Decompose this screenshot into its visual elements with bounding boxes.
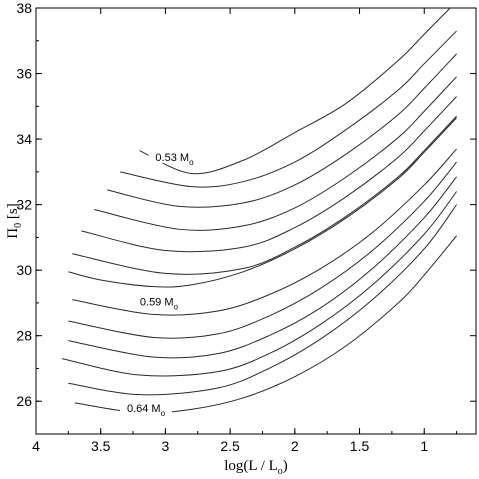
- mass-label: 0.53 Mo: [155, 152, 194, 167]
- series-line-7: [68, 117, 457, 288]
- y-tick-label: 30: [16, 262, 32, 278]
- mass-label: 0.59 Mo: [140, 296, 179, 311]
- series-line-5: [81, 96, 457, 253]
- x-tick-label: 1.5: [350, 438, 370, 454]
- series-line-2: [120, 30, 457, 188]
- x-tick-label: 3: [162, 438, 170, 454]
- series-line-8: [72, 148, 457, 316]
- mass-label-backdrop: [148, 150, 201, 164]
- series-line-3: [107, 53, 457, 208]
- y-tick-label: 34: [16, 131, 32, 147]
- series-line-6: [72, 115, 457, 275]
- series-line-10: [68, 176, 457, 359]
- y-axis-ticks: 26 28 30 32 34 36 38: [16, 0, 476, 435]
- series-line-4: [94, 76, 457, 231]
- x-axis-ticks: 4 3.5 3 2.5 2 1.5 1: [32, 8, 458, 454]
- y-tick-label: 32: [16, 197, 32, 213]
- y-axis-label: Π0 [s]: [5, 203, 24, 238]
- mass-label-backdrop: [120, 400, 172, 414]
- y-tick-label: 38: [16, 0, 32, 16]
- series-line-1: [139, 7, 451, 175]
- series-line-11: [61, 191, 457, 377]
- x-tick-label: 3.5: [91, 438, 111, 454]
- x-tick-label: 2.5: [220, 438, 240, 454]
- mass-label: 0.64 Mo: [127, 403, 166, 418]
- mass-label-backdrop: [132, 294, 185, 308]
- x-tick-label: 1: [420, 438, 428, 454]
- plot-area: [35, 7, 477, 435]
- curve-annotations: 0.53 Mo 0.59 Mo 0.64 Mo: [120, 150, 201, 418]
- x-tick-label: 2: [291, 438, 299, 454]
- x-axis-label: log(L / Lo): [224, 458, 288, 477]
- y-tick-label: 36: [16, 66, 32, 82]
- y-tick-label: 28: [16, 328, 32, 344]
- series-line-12: [68, 204, 457, 396]
- series-curves: [61, 7, 457, 414]
- y-tick-label: 26: [16, 393, 32, 409]
- series-line-9: [68, 161, 457, 339]
- x-tick-label: 4: [32, 438, 40, 454]
